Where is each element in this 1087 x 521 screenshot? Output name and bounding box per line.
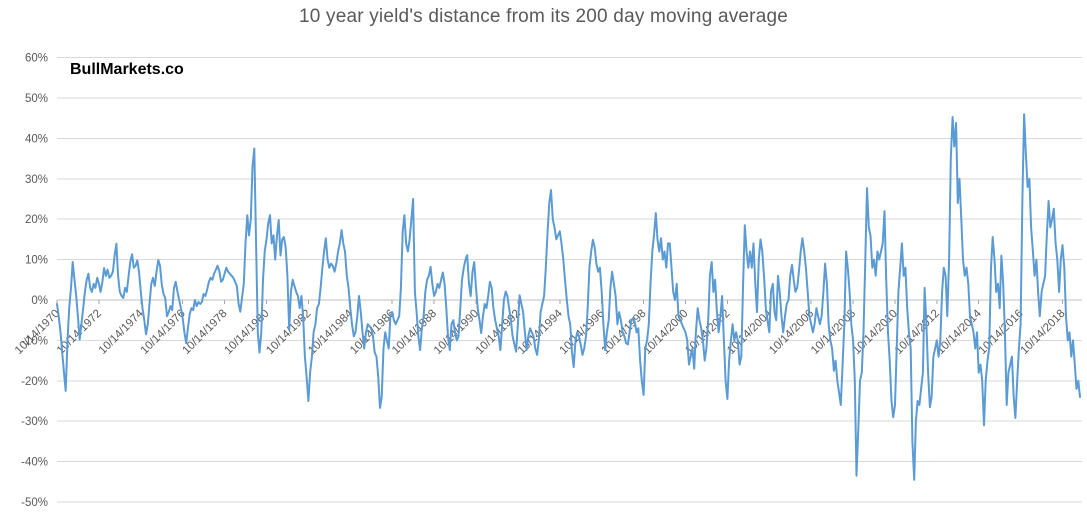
yield-distance-line	[56, 113, 1081, 481]
y-axis-tick-label: -20%	[21, 376, 48, 388]
y-axis-tick-label: 0%	[31, 295, 48, 307]
y-axis-tick-label: 40%	[25, 133, 48, 145]
chart-title: 10 year yield's distance from its 200 da…	[298, 6, 789, 27]
y-axis-tick-label: 30%	[25, 174, 48, 186]
y-axis-tick-label: 20%	[25, 214, 48, 226]
x-axis-tick-label: 10/14/2018	[1018, 308, 1067, 357]
y-axis-tick-label: 60%	[25, 53, 48, 65]
watermark-bullmarkets: BullMarkets.co	[70, 61, 184, 78]
y-axis-tick-label: -50%	[21, 497, 48, 509]
y-axis-tick-label: -30%	[21, 416, 48, 428]
y-axis-tick-label: -40%	[21, 457, 48, 469]
y-axis-tick-label: -10%	[21, 335, 48, 347]
y-axis-tick-label: 50%	[25, 93, 48, 105]
y-axis-tick-label: 10%	[25, 255, 48, 267]
